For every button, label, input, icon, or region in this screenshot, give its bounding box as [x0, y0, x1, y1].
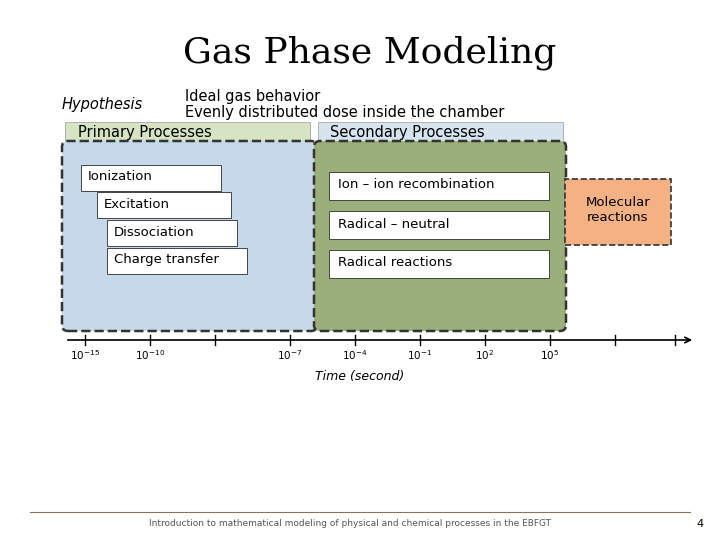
- Text: Ionization: Ionization: [88, 171, 153, 184]
- FancyBboxPatch shape: [329, 172, 549, 200]
- Text: $10^{-1}$: $10^{-1}$: [408, 348, 433, 362]
- Text: $10^{-10}$: $10^{-10}$: [135, 348, 165, 362]
- Text: Molecular
reactions: Molecular reactions: [585, 196, 650, 224]
- Text: Gas Phase Modeling: Gas Phase Modeling: [184, 36, 557, 70]
- Text: Primary Processes: Primary Processes: [78, 125, 212, 139]
- Text: Excitation: Excitation: [104, 198, 170, 211]
- FancyBboxPatch shape: [81, 165, 221, 191]
- FancyBboxPatch shape: [565, 179, 671, 245]
- FancyBboxPatch shape: [65, 122, 310, 142]
- Text: Ideal gas behavior: Ideal gas behavior: [185, 90, 320, 105]
- Text: 4: 4: [696, 519, 703, 529]
- FancyBboxPatch shape: [97, 192, 231, 218]
- Text: Dissociation: Dissociation: [114, 226, 194, 239]
- Text: $10^{-4}$: $10^{-4}$: [342, 348, 368, 362]
- Text: Secondary Processes: Secondary Processes: [330, 125, 485, 139]
- FancyBboxPatch shape: [62, 141, 317, 331]
- FancyBboxPatch shape: [314, 141, 566, 331]
- Text: Charge transfer: Charge transfer: [114, 253, 219, 267]
- Text: Radical – neutral: Radical – neutral: [338, 218, 449, 231]
- Text: Introduction to mathematical modeling of physical and chemical processes in the : Introduction to mathematical modeling of…: [149, 519, 551, 529]
- Text: Time (second): Time (second): [315, 370, 405, 383]
- Text: Ion – ion recombination: Ion – ion recombination: [338, 179, 495, 192]
- FancyBboxPatch shape: [329, 250, 549, 278]
- FancyBboxPatch shape: [107, 248, 247, 274]
- Text: $10^{-15}$: $10^{-15}$: [70, 348, 100, 362]
- Text: $10^{-7}$: $10^{-7}$: [277, 348, 302, 362]
- Text: $10^{5}$: $10^{5}$: [541, 348, 559, 362]
- FancyBboxPatch shape: [318, 122, 563, 142]
- Text: Radical reactions: Radical reactions: [338, 256, 452, 269]
- FancyBboxPatch shape: [329, 211, 549, 239]
- Text: $10^{2}$: $10^{2}$: [475, 348, 495, 362]
- Text: Evenly distributed dose inside the chamber: Evenly distributed dose inside the chamb…: [185, 105, 505, 120]
- FancyBboxPatch shape: [107, 220, 237, 246]
- Text: Hypothesis: Hypothesis: [62, 98, 143, 112]
